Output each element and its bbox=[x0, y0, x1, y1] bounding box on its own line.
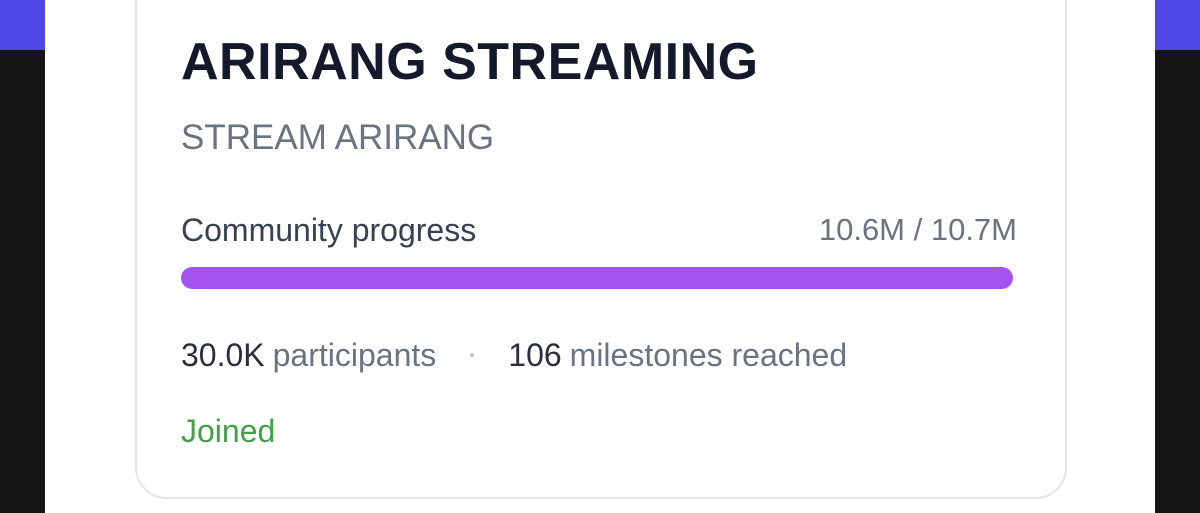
challenge-card[interactable] bbox=[135, 0, 1067, 499]
stat-value: 30.0K bbox=[181, 337, 265, 373]
progress-track bbox=[181, 267, 1013, 289]
stat-label: milestones reached bbox=[569, 337, 848, 373]
progress-label: Community progress bbox=[181, 212, 477, 248]
progress-fill bbox=[181, 267, 1013, 289]
side-accent bbox=[0, 0, 45, 50]
progress-value: 10.6M / 10.7M bbox=[818, 212, 1017, 247]
card-title: ARIRANG STREAMING bbox=[181, 33, 759, 91]
stat-value: 106 bbox=[508, 337, 562, 373]
join-status: Joined bbox=[181, 413, 276, 449]
separator bbox=[470, 353, 475, 357]
stats-row: 30.0K participants 106 milestones reache… bbox=[181, 339, 847, 371]
stat-label: participants bbox=[272, 337, 437, 373]
card-subtitle: STREAM ARIRANG bbox=[181, 118, 495, 157]
side-accent bbox=[1155, 0, 1200, 50]
